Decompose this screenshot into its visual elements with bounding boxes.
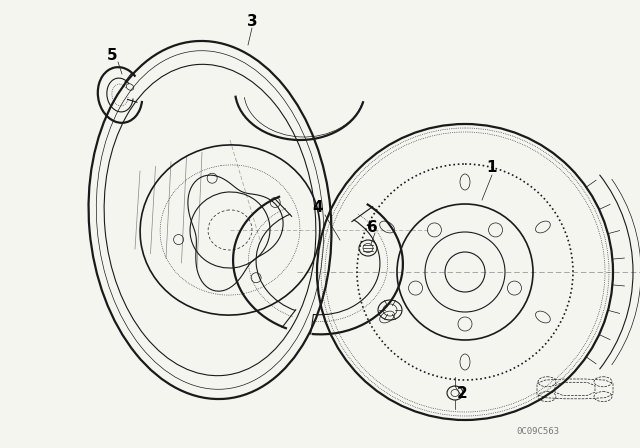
- Text: 5: 5: [107, 47, 117, 63]
- Text: 3: 3: [246, 14, 257, 30]
- Text: 4: 4: [313, 201, 323, 215]
- Text: 6: 6: [367, 220, 378, 236]
- Text: 2: 2: [456, 385, 467, 401]
- Text: 1: 1: [487, 160, 497, 176]
- Text: 0C09C563: 0C09C563: [516, 427, 559, 436]
